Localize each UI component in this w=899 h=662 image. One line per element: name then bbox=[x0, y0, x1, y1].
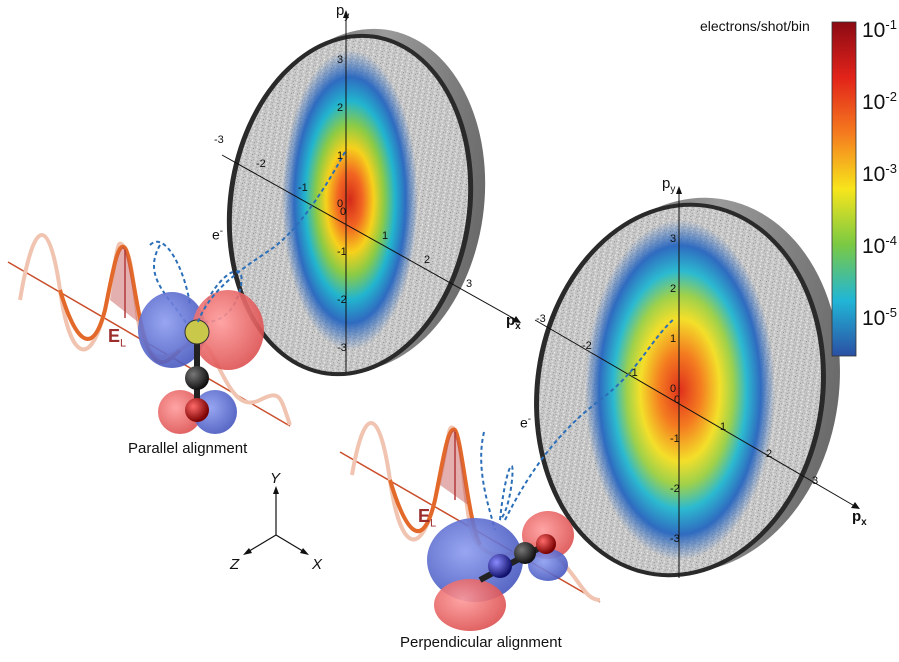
py-tick-parallel: -1 bbox=[337, 246, 347, 258]
triad-x-label: X bbox=[312, 556, 323, 573]
py-tick-perpendicular: 3 bbox=[670, 233, 677, 245]
px-label-perpendicular: px bbox=[852, 508, 867, 528]
orbital-lobe-blue bbox=[138, 292, 206, 368]
wave-peak bbox=[388, 427, 482, 546]
colorbar-tick-label: 10-5 bbox=[862, 305, 897, 330]
py-tick-parallel: 1 bbox=[337, 150, 344, 162]
px-tick-perpendicular: 3 bbox=[812, 475, 819, 487]
vmi-disk-perpendicular bbox=[534, 186, 860, 578]
orbital-lobe-red bbox=[434, 579, 506, 631]
orbital-lobe-blue bbox=[427, 518, 523, 602]
px-tick-perpendicular: -3 bbox=[536, 313, 546, 325]
px-tick-perpendicular: 1 bbox=[720, 421, 727, 433]
px-tick-parallel: 1 bbox=[382, 230, 389, 242]
triad-y-label: Y bbox=[270, 470, 281, 487]
electron-label-parallel: e- bbox=[212, 226, 224, 243]
py-tick-parallel: -3 bbox=[337, 342, 347, 354]
electron-distribution bbox=[282, 50, 418, 350]
py-tick-parallel: 2 bbox=[337, 102, 344, 114]
caption-parallel: Parallel alignment bbox=[128, 440, 248, 457]
electron-label-perpendicular: e- bbox=[520, 414, 532, 431]
px-tick-perpendicular: 0 bbox=[674, 394, 681, 406]
electron-trajectory-parallel bbox=[197, 149, 347, 323]
px-tick-parallel: 0 bbox=[340, 206, 347, 218]
py-tick-parallel: 0 bbox=[337, 198, 344, 210]
field-label-perpendicular: EL bbox=[418, 506, 437, 530]
px-tick-parallel: -3 bbox=[214, 134, 224, 146]
colorbar bbox=[831, 21, 857, 357]
px-tick-parallel: -1 bbox=[298, 182, 308, 194]
py-tick-perpendicular: 0 bbox=[670, 383, 677, 395]
px-tick-perpendicular: -2 bbox=[582, 340, 592, 352]
field-label-parallel: EL bbox=[108, 326, 127, 350]
triad-z-label: Z bbox=[230, 556, 240, 573]
colorbar-title: electrons/shot/bin bbox=[700, 18, 810, 34]
px-tick-perpendicular: -1 bbox=[628, 367, 638, 379]
molecule-perpendicular bbox=[427, 431, 574, 631]
py-tick-parallel: -2 bbox=[337, 294, 347, 306]
py-tick-perpendicular: 1 bbox=[670, 333, 677, 345]
vmi-disk-parallel bbox=[221, 10, 521, 377]
atom-oxygen bbox=[185, 398, 209, 422]
electron-trajectory-perpendicular bbox=[504, 317, 676, 521]
py-label-perpendicular: py bbox=[662, 175, 676, 195]
px-tick-parallel: -2 bbox=[256, 158, 266, 170]
py-label-parallel: py bbox=[336, 2, 350, 22]
px-tick-parallel: 2 bbox=[424, 254, 431, 266]
colorbar-tick-label: 10-2 bbox=[862, 89, 897, 114]
molecule-parallel bbox=[138, 240, 264, 434]
px-label-parallel: px bbox=[506, 312, 521, 332]
atom-oxygen bbox=[536, 534, 556, 554]
orbital-lobe-red bbox=[192, 290, 264, 370]
px-tick-parallel: 3 bbox=[466, 278, 473, 290]
py-tick-perpendicular: -2 bbox=[670, 483, 680, 495]
coordinate-triad bbox=[243, 486, 309, 555]
colorbar-scale bbox=[831, 21, 857, 357]
electron-distribution bbox=[585, 220, 775, 560]
py-tick-parallel: 3 bbox=[337, 54, 344, 66]
px-tick-perpendicular: 2 bbox=[766, 448, 773, 460]
py-tick-perpendicular: -1 bbox=[670, 433, 680, 445]
py-tick-perpendicular: 2 bbox=[670, 283, 677, 295]
px-axis bbox=[534, 319, 859, 509]
px-axis bbox=[221, 154, 521, 323]
atom-carbon bbox=[514, 542, 536, 564]
py-tick-perpendicular: -3 bbox=[670, 533, 680, 545]
colorbar-tick-label: 10-1 bbox=[862, 17, 897, 42]
colorbar-tick-label: 10-3 bbox=[862, 161, 897, 186]
atom-carbon bbox=[185, 366, 209, 390]
caption-perpendicular: Perpendicular alignment bbox=[400, 634, 562, 651]
colorbar-tick-label: 10-4 bbox=[862, 233, 897, 258]
